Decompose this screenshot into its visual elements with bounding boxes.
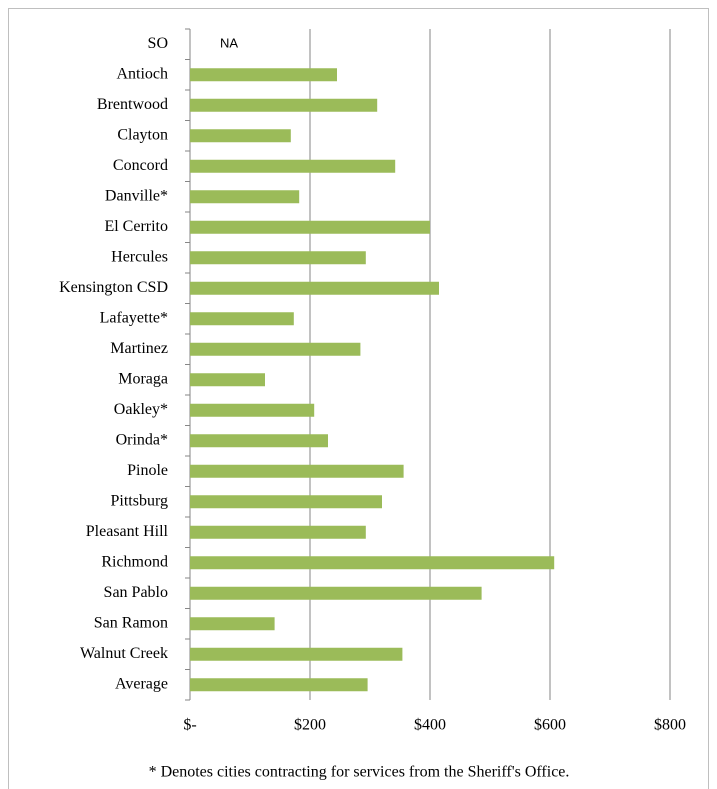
y-tick-label: Antioch bbox=[116, 65, 168, 82]
bar bbox=[190, 129, 291, 143]
y-tick-label: SO bbox=[148, 35, 168, 52]
y-tick-label: Kensington CSD bbox=[59, 279, 168, 296]
bar bbox=[190, 342, 361, 356]
y-tick-label: Hercules bbox=[111, 248, 168, 265]
y-tick-label: Walnut Creek bbox=[80, 645, 168, 662]
y-tick-label: Clayton bbox=[117, 126, 168, 143]
footnote: * Denotes cities contracting for service… bbox=[149, 764, 570, 781]
bar bbox=[190, 678, 368, 692]
y-tick-label: Martinez bbox=[110, 340, 168, 357]
bar bbox=[190, 159, 396, 173]
y-tick-label: El Cerrito bbox=[104, 218, 168, 235]
x-tick-label: $200 bbox=[294, 717, 326, 734]
bar bbox=[190, 586, 482, 600]
x-tick-label: $400 bbox=[414, 717, 446, 734]
bar bbox=[190, 556, 555, 570]
bar bbox=[190, 403, 315, 417]
x-tick-label: $- bbox=[183, 717, 196, 734]
y-tick-label: Oakley* bbox=[114, 401, 168, 418]
y-tick-label: Richmond bbox=[101, 553, 168, 570]
bar bbox=[190, 373, 265, 387]
bar bbox=[190, 647, 403, 661]
y-tick-label: Brentwood bbox=[97, 96, 168, 113]
x-tick-label: $600 bbox=[534, 717, 566, 734]
bar bbox=[190, 312, 294, 326]
bar bbox=[190, 220, 430, 234]
chart-border bbox=[8, 8, 709, 789]
y-tick-label: Danville* bbox=[105, 187, 168, 204]
y-tick-label: Lafayette* bbox=[100, 309, 168, 326]
bar bbox=[190, 495, 382, 509]
y-tick-label: Concord bbox=[113, 157, 168, 174]
y-tick-label: San Ramon bbox=[94, 614, 168, 631]
bar bbox=[190, 190, 300, 204]
y-tick-label: Moraga bbox=[118, 370, 168, 387]
bar bbox=[190, 68, 337, 82]
annotation: NA bbox=[220, 36, 238, 51]
bar bbox=[190, 464, 404, 478]
y-tick-label: San Pablo bbox=[104, 584, 168, 601]
y-tick-label: Orinda* bbox=[116, 431, 168, 448]
y-tick-label: Pinole bbox=[127, 462, 168, 479]
bar bbox=[190, 281, 439, 295]
bar bbox=[190, 434, 328, 448]
bar bbox=[190, 251, 366, 265]
y-tick-label: Pleasant Hill bbox=[86, 523, 169, 540]
bar bbox=[190, 525, 366, 539]
y-tick-label: Average bbox=[115, 675, 168, 692]
bar bbox=[190, 98, 378, 112]
x-tick-label: $800 bbox=[654, 717, 686, 734]
y-tick-label: Pittsburg bbox=[111, 492, 169, 509]
bar bbox=[190, 617, 275, 631]
